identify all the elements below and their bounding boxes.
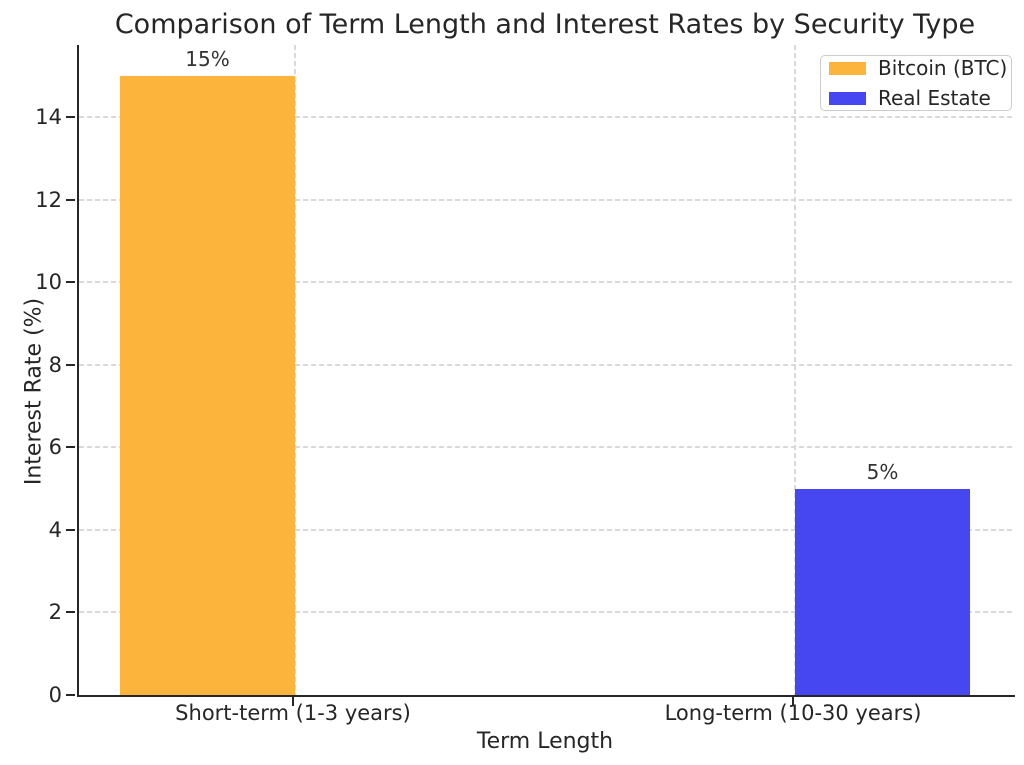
y-tick-mark (66, 198, 75, 201)
y-gridline (79, 611, 1015, 614)
y-tick-label: 0 (48, 683, 62, 707)
x-axis-label: Term Length (476, 729, 614, 754)
y-gridline (79, 281, 1015, 284)
y-tick-label: 10 (35, 270, 62, 295)
legend-label-bitcoin: Bitcoin (BTC) (878, 56, 1008, 80)
y-tick-label: 8 (48, 352, 62, 377)
legend-swatch-bitcoin-icon (829, 61, 866, 75)
y-gridline (79, 363, 1015, 366)
x-tick-mark (292, 697, 294, 706)
y-tick-mark (66, 281, 75, 284)
y-gridline (79, 446, 1015, 449)
plot-area: 15% 5% (77, 45, 1015, 697)
legend-entry-bitcoin: Bitcoin (BTC) (829, 56, 1007, 80)
y-gridline (79, 116, 1015, 119)
y-tick-mark (66, 116, 75, 119)
y-tick-mark (66, 528, 75, 531)
y-gridline (79, 198, 1015, 201)
y-tick-label: 14 (35, 105, 62, 130)
x-gridline (294, 45, 296, 695)
y-tick-label: 6 (48, 435, 62, 460)
bar-bitcoin-btc (120, 75, 295, 695)
y-gridline (79, 528, 1015, 531)
x-tick-label: Long-term (10-30 years) (664, 701, 922, 725)
x-gridline (794, 45, 796, 695)
x-tick-mark (792, 697, 794, 706)
y-tick-mark (66, 611, 75, 614)
y-tick-label: 4 (48, 517, 62, 542)
bar-value-label: 5% (866, 459, 899, 484)
chart-title: Comparison of Term Length and Interest R… (114, 9, 976, 40)
legend: Bitcoin (BTC) Real Estate (820, 55, 1012, 111)
y-tick-mark (66, 363, 75, 366)
bar-real-estate (795, 488, 970, 695)
y-tick-mark (66, 446, 75, 449)
legend-swatch-real-estate-icon (829, 91, 866, 105)
legend-entry-real-estate: Real Estate (829, 86, 1003, 110)
y-tick-label: 12 (35, 187, 62, 212)
y-tick-label: 2 (48, 600, 62, 625)
x-tick-label: Short-term (1-3 years) (175, 701, 411, 725)
legend-label-real-estate: Real Estate (878, 86, 991, 110)
y-tick-mark (66, 694, 75, 696)
y-axis-label: Interest Rate (%) (21, 297, 47, 486)
bar-value-label: 15% (185, 46, 230, 71)
